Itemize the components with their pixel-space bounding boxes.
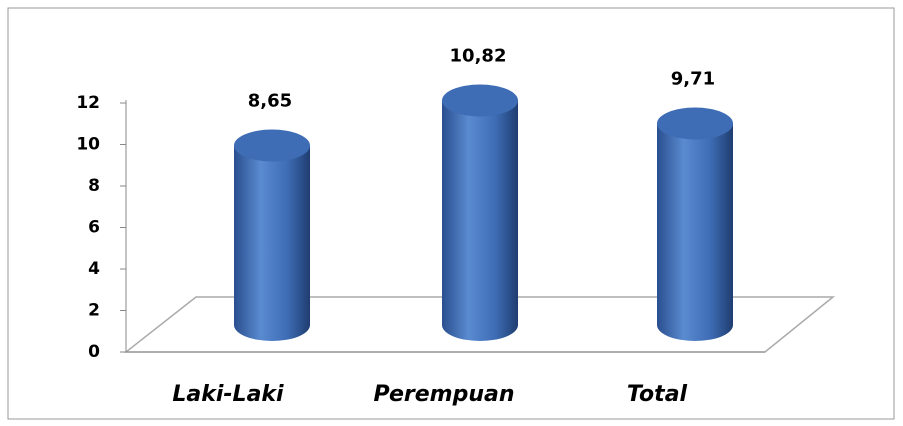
y-tick-label: 0 bbox=[88, 342, 100, 362]
bar bbox=[442, 84, 518, 341]
x-tick-label: Laki-Laki bbox=[172, 382, 284, 407]
y-tick-label: 2 bbox=[88, 301, 100, 321]
x-tick-label: Perempuan bbox=[373, 382, 514, 407]
bar bbox=[234, 129, 310, 341]
bar-top bbox=[657, 107, 733, 140]
bar-body bbox=[442, 100, 518, 341]
bar-top bbox=[442, 84, 518, 117]
y-tick-label: 10 bbox=[76, 135, 100, 155]
y-tick-label: 4 bbox=[88, 259, 100, 279]
y-tick-label: 12 bbox=[76, 93, 100, 113]
y-tick-label: 8 bbox=[88, 176, 100, 196]
value-label: 10,82 bbox=[450, 45, 507, 66]
value-label: 8,65 bbox=[248, 91, 292, 112]
x-tick-label: Total bbox=[627, 382, 688, 407]
bar-top bbox=[234, 129, 310, 162]
value-label: 9,71 bbox=[671, 69, 715, 90]
bar-body bbox=[657, 123, 733, 341]
y-tick-label: 6 bbox=[88, 218, 100, 238]
bar-body bbox=[234, 145, 310, 341]
bar bbox=[657, 107, 733, 341]
frame bbox=[7, 7, 895, 420]
